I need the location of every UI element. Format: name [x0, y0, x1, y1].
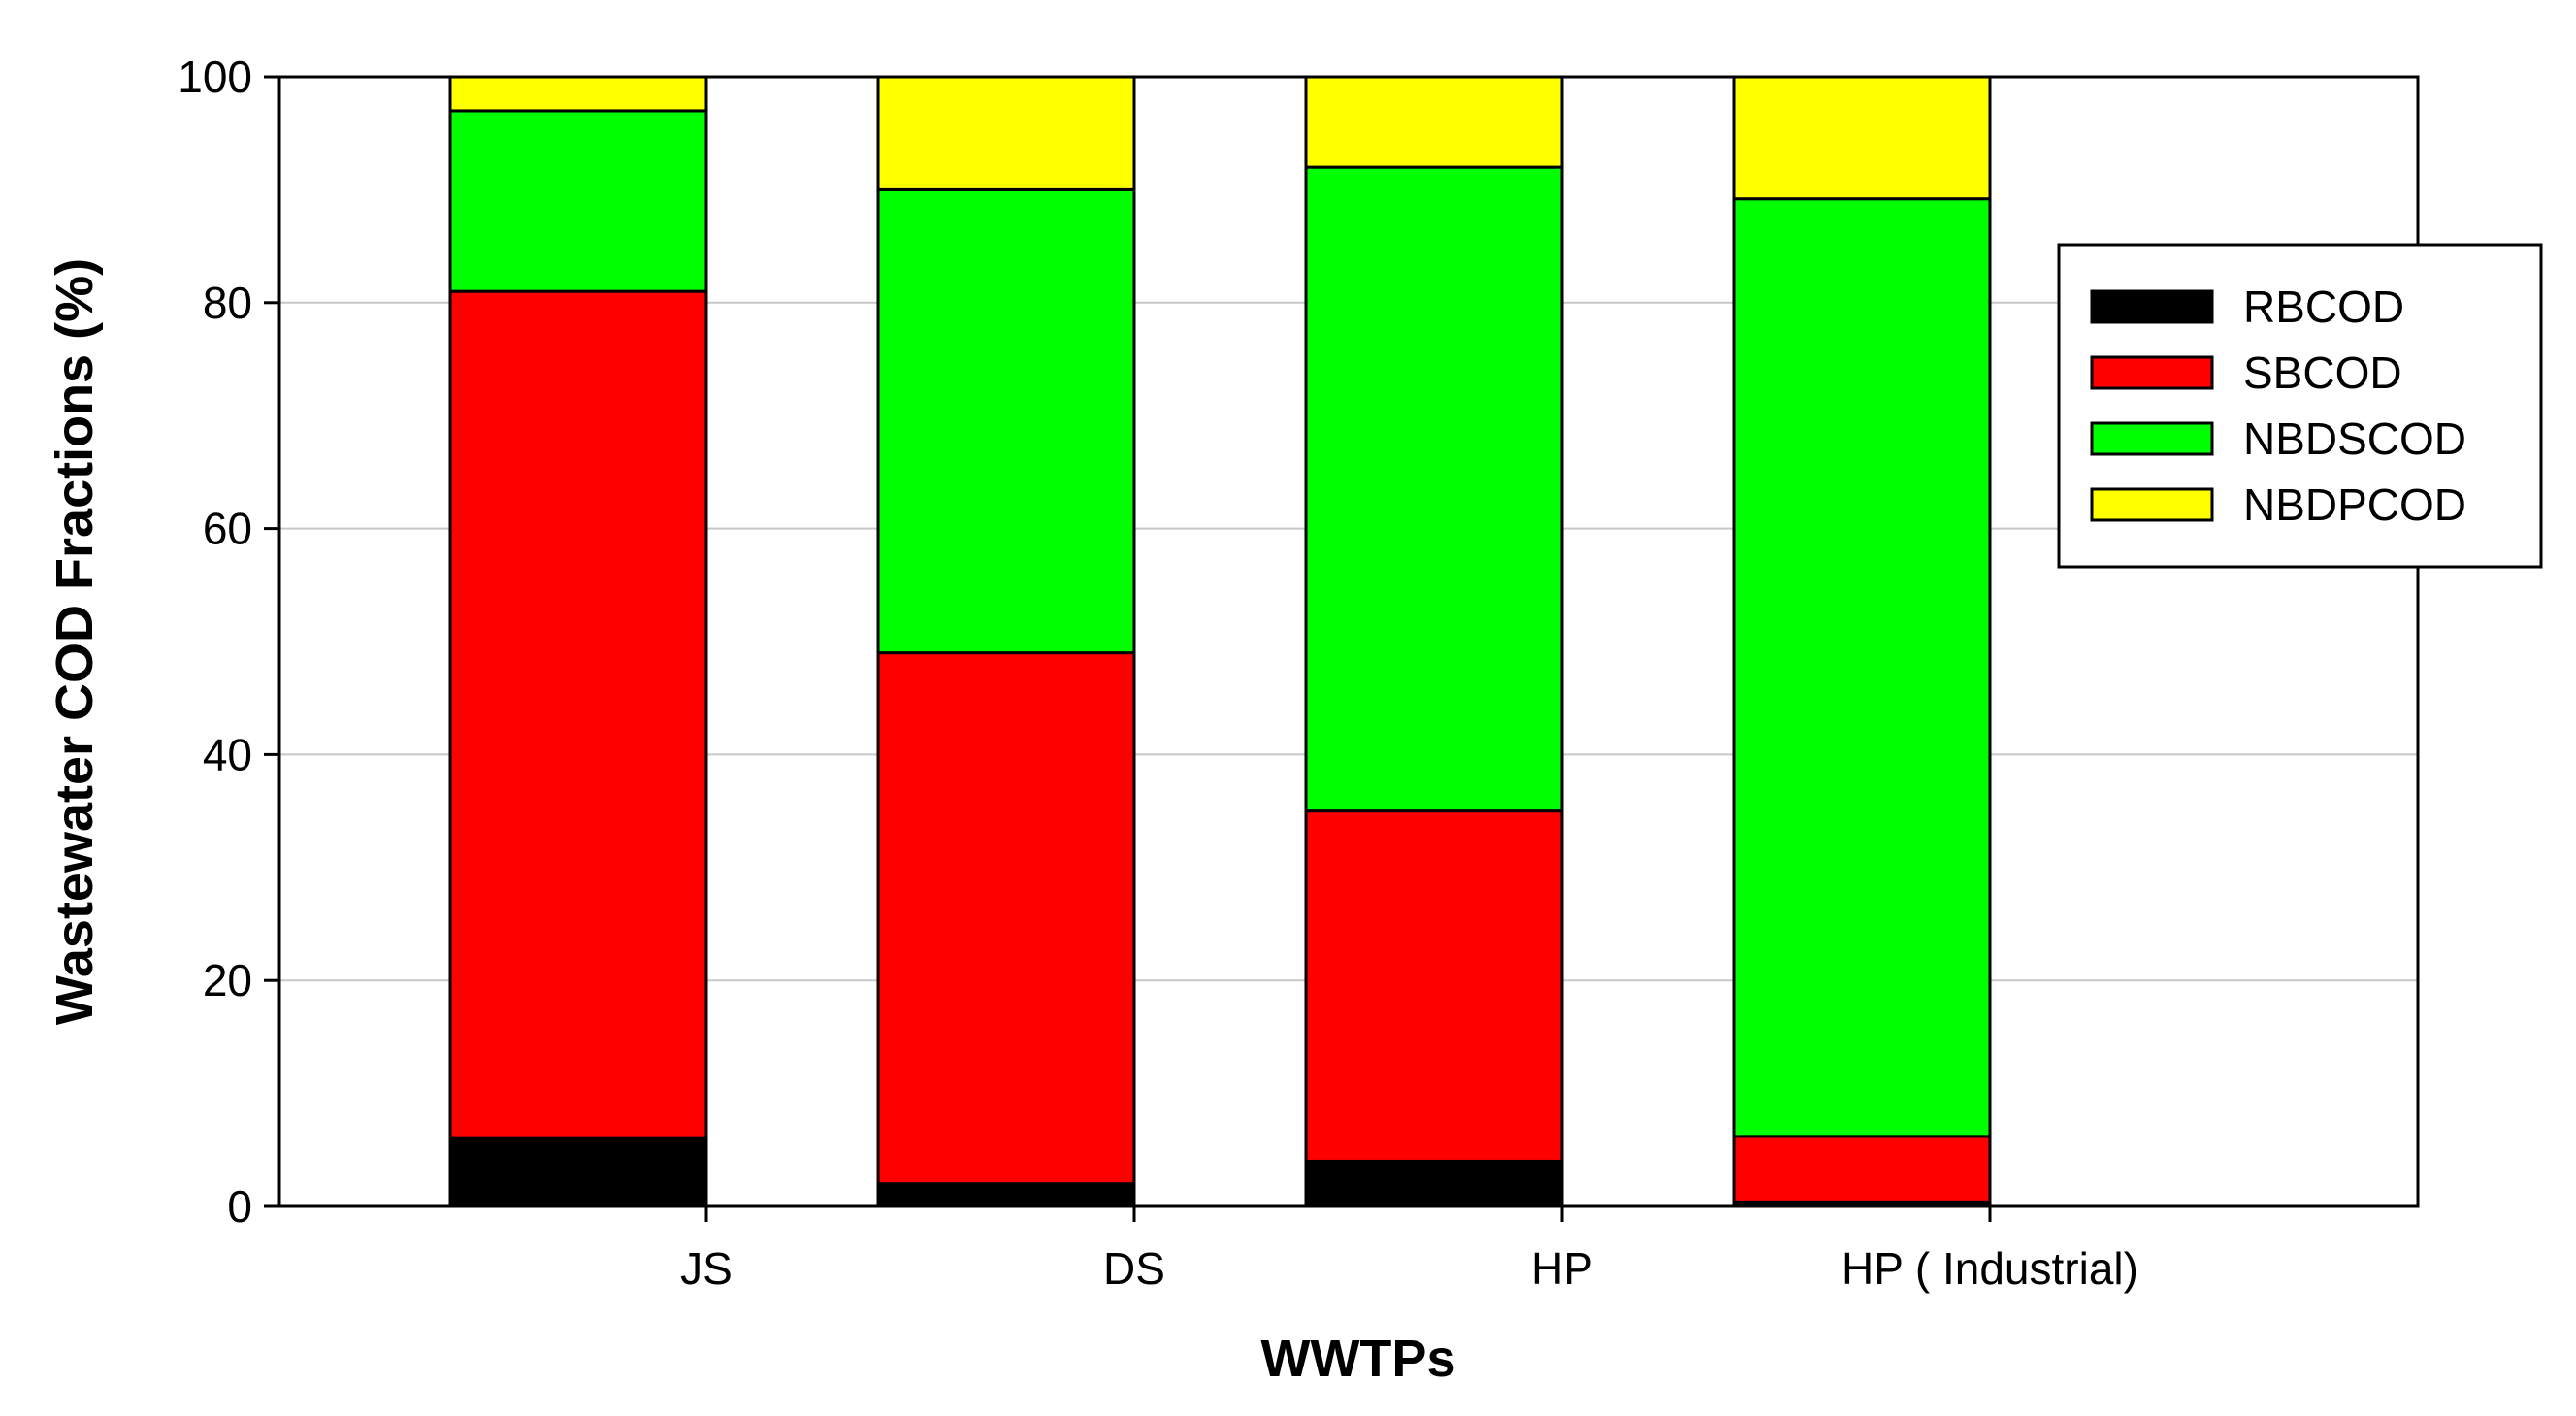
legend-swatch-sbcod	[2090, 355, 2214, 390]
bar-segment-nbdscod	[1304, 165, 1564, 813]
y-axis-title: Wastewater COD Fractions (%)	[46, 258, 104, 1025]
x-tick-label: HP ( Industrial)	[1842, 1243, 2138, 1294]
bar-segment-sbcod	[448, 289, 708, 1140]
legend-swatch-nbdpcod	[2090, 487, 2214, 522]
legend: RBCOD SBCOD NBDSCOD NBDPCOD	[2057, 243, 2543, 569]
plot-area-frame	[277, 75, 2420, 1208]
y-tick-label: 100	[178, 51, 252, 102]
x-tick-label: DS	[1103, 1243, 1165, 1294]
bar-segment-nbdpcod	[448, 75, 708, 113]
x-axis-title: WWTPs	[1261, 1330, 1456, 1388]
bar-segment-sbcod	[1732, 1135, 1992, 1203]
legend-label-nbdpcod: NBDPCOD	[2243, 479, 2466, 530]
y-axis-ticks: 0 20 40 60 80 100	[178, 51, 279, 1232]
bar-segment-nbdscod	[1732, 197, 1992, 1138]
x-axis-ticks: JS DS HP HP ( Industrial)	[680, 1206, 2138, 1294]
y-tick-label: 80	[203, 278, 252, 328]
bar-segment-rbcod	[1304, 1159, 1564, 1208]
y-tick-label: 20	[203, 955, 252, 1005]
y-tick-label: 40	[203, 729, 252, 779]
bars	[448, 75, 1992, 1208]
bar-segment-sbcod	[1304, 809, 1564, 1163]
legend-label-sbcod: SBCOD	[2243, 347, 2402, 398]
legend-swatch-rbcod	[2090, 289, 2214, 324]
legend-label-nbdscod: NBDSCOD	[2243, 413, 2466, 464]
y-tick-label: 0	[227, 1181, 252, 1232]
bar-segment-nbdpcod	[876, 75, 1136, 191]
bar-segment-rbcod	[448, 1136, 708, 1208]
bar-segment-sbcod	[876, 651, 1136, 1186]
x-tick-label: JS	[680, 1243, 733, 1294]
bar-segment-nbdpcod	[1732, 75, 1992, 201]
bar-segment-nbdpcod	[1304, 75, 1564, 169]
bar-segment-rbcod	[876, 1182, 1136, 1208]
y-tick-label: 60	[203, 504, 252, 554]
bar-segment-nbdscod	[448, 109, 708, 293]
x-tick-label: HP	[1531, 1243, 1593, 1294]
legend-swatch-nbdscod	[2090, 421, 2214, 456]
legend-label-rbcod: RBCOD	[2243, 281, 2404, 332]
bar-segment-nbdscod	[876, 187, 1136, 655]
